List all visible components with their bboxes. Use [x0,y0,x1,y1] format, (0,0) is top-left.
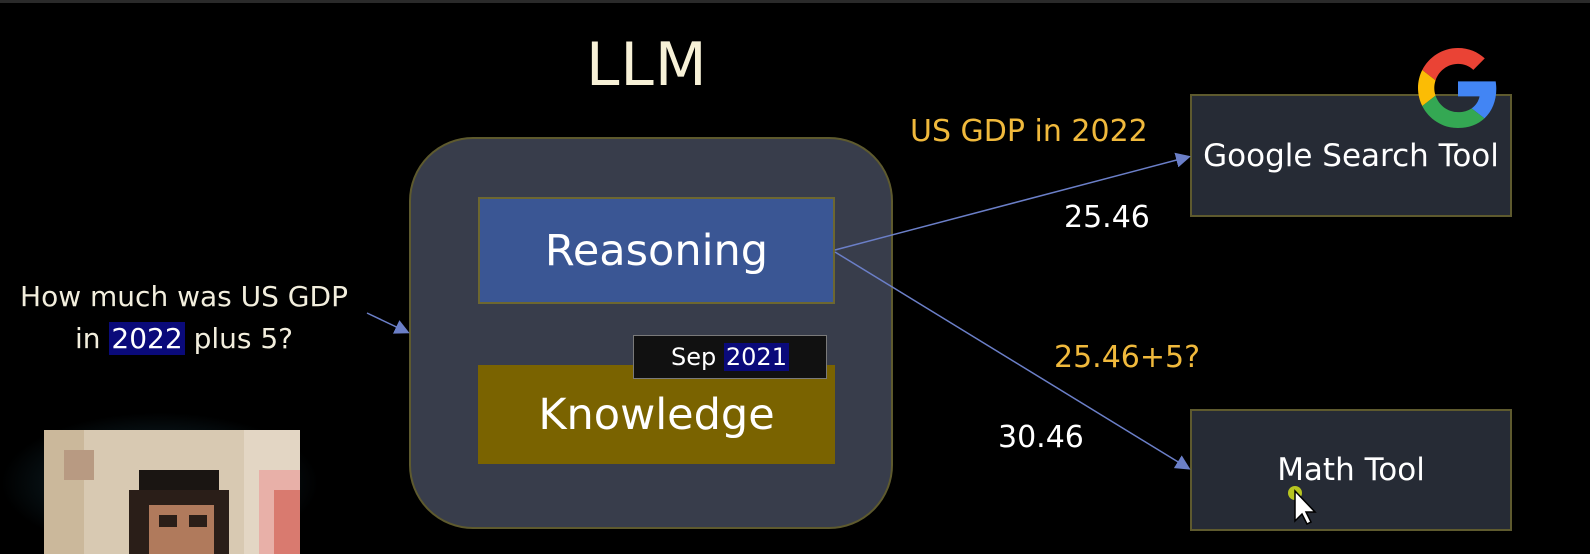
reasoning-block: Reasoning [478,197,835,304]
question-line-1: How much was US GDP [20,280,348,313]
mouse-pointer-icon [1288,486,1317,525]
llm-title: LLM [586,30,708,100]
cutoff-year: 2021 [723,343,789,371]
knowledge-block: Knowledge [478,365,835,464]
llm-container [409,137,893,529]
math-tool-box: Math Tool [1190,409,1512,531]
math-tool-label: Math Tool [1277,452,1425,488]
question-line-2-pre: in [74,322,101,355]
question-line-2-post: plus 5? [193,322,294,355]
question-year-highlight: 2022 [109,322,185,355]
reasoning-label: Reasoning [544,225,769,276]
question-line-2: in 2022 plus 5? [8,318,360,360]
google-search-tool-label: Google Search Tool [1203,137,1499,174]
webcam-pixelated-image [44,430,300,554]
knowledge-cutoff-badge: Sep 2021 [633,335,827,379]
google-logo-icon [1418,48,1497,128]
math-query-label: 25.46+5? [1054,340,1201,375]
webcam-feed [44,430,300,554]
user-question: How much was US GDP in 2022 plus 5? [8,276,360,360]
search-query-label: US GDP in 2022 [910,114,1148,149]
top-divider [0,0,1590,3]
math-result-value: 30.46 [998,420,1084,455]
knowledge-label: Knowledge [538,389,775,440]
search-result-value: 25.46 [1064,200,1150,235]
cutoff-month: Sep [671,343,717,371]
question-to-llm-arrow [366,312,410,334]
